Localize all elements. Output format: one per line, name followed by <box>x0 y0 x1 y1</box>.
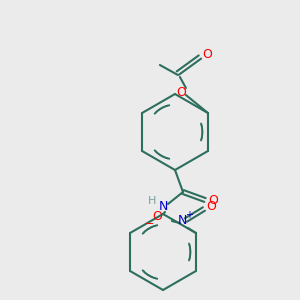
Text: −: − <box>145 219 154 229</box>
Text: O: O <box>206 200 216 212</box>
Text: N: N <box>178 214 188 227</box>
Text: +: + <box>185 210 193 220</box>
Text: O: O <box>202 49 212 62</box>
Text: N: N <box>158 200 168 214</box>
Text: O: O <box>208 194 218 208</box>
Text: O: O <box>152 211 162 224</box>
Text: O: O <box>176 86 186 100</box>
Text: H: H <box>148 196 156 206</box>
